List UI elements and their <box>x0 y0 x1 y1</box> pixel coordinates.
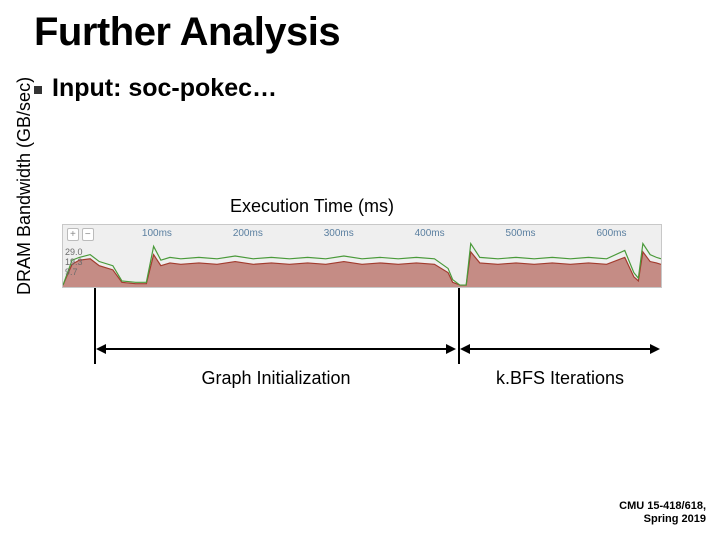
y-tick: 9.7 <box>65 268 83 278</box>
slide-title: Further Analysis <box>34 10 340 55</box>
footer-line-1: CMU 15-418/618, <box>619 500 706 513</box>
zoom-out-icon[interactable]: − <box>82 228 94 241</box>
bullet-text: Input: soc-pokec… <box>52 74 277 103</box>
footer-line-2: Spring 2019 <box>619 513 706 526</box>
zoom-in-icon[interactable]: + <box>67 228 79 241</box>
segment-arrow-2 <box>462 348 658 350</box>
x-tick: 600ms <box>596 228 626 239</box>
footer: CMU 15-418/618, Spring 2019 <box>619 500 706 526</box>
x-tick: 500ms <box>506 228 536 239</box>
segment-label-bfs: k.BFS Iterations <box>462 368 658 389</box>
bandwidth-timeline-chart: + − 100ms 200ms 300ms 400ms 500ms 600ms <box>62 224 662 288</box>
x-tick: 300ms <box>324 228 354 239</box>
y-axis-label: DRAM Bandwidth (GB/sec) <box>14 77 35 295</box>
bullet-row: Input: soc-pokec… <box>34 74 277 103</box>
x-tick: 200ms <box>233 228 263 239</box>
y-tick-labels: 29.019.39.7 <box>65 248 83 278</box>
segment-arrow-1 <box>98 348 454 350</box>
segment-label-init: Graph Initialization <box>98 368 454 389</box>
bullet-marker <box>34 86 42 94</box>
x-tick: 400ms <box>415 228 445 239</box>
slide: Further Analysis Input: soc-pokec… DRAM … <box>0 0 720 540</box>
execution-time-label: Execution Time (ms) <box>230 196 394 217</box>
x-tick: 100ms <box>142 228 172 239</box>
